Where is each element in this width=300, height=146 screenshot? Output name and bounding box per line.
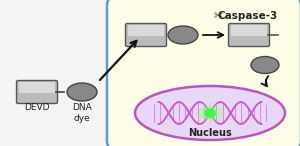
FancyBboxPatch shape (19, 82, 55, 93)
Ellipse shape (135, 86, 285, 140)
Text: DNA
dye: DNA dye (72, 103, 92, 123)
FancyBboxPatch shape (107, 0, 300, 146)
Ellipse shape (201, 106, 219, 120)
FancyBboxPatch shape (16, 80, 58, 104)
Text: DEVD: DEVD (24, 102, 50, 112)
Ellipse shape (168, 26, 198, 44)
FancyBboxPatch shape (125, 24, 166, 46)
FancyBboxPatch shape (128, 25, 164, 36)
FancyBboxPatch shape (231, 25, 267, 36)
Ellipse shape (67, 83, 97, 101)
FancyBboxPatch shape (229, 24, 269, 46)
Ellipse shape (251, 57, 279, 73)
Ellipse shape (205, 108, 215, 118)
Text: ✂: ✂ (213, 11, 223, 21)
Text: Caspase-3: Caspase-3 (218, 11, 278, 21)
Text: Nucleus: Nucleus (188, 128, 232, 138)
